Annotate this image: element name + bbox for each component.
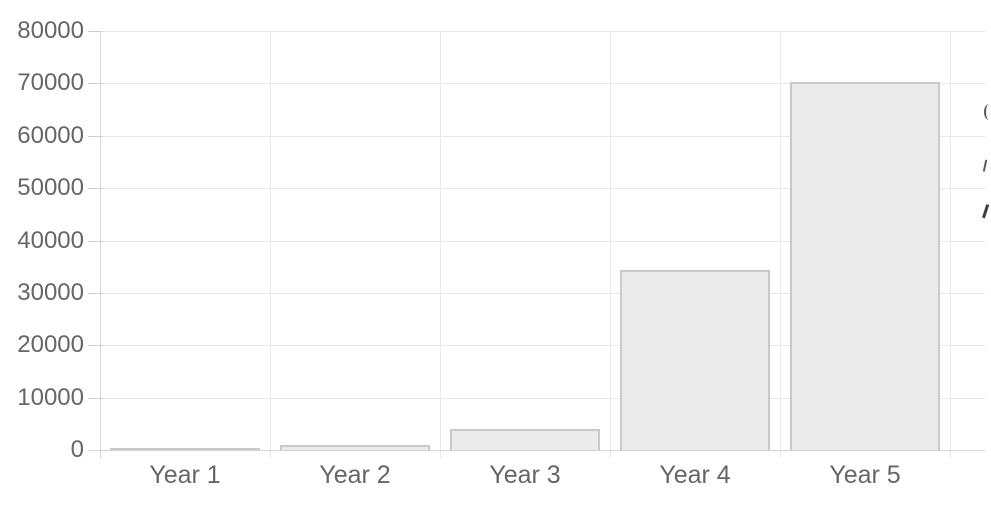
bar-year-3 (450, 428, 600, 450)
x-axis-category-label: Year 4 (659, 461, 731, 489)
horizontal-gridline (100, 83, 985, 85)
bar-year-4 (620, 270, 770, 450)
y-axis-tick-label: 10000 (17, 383, 84, 411)
x-axis-category-label: Year 1 (149, 461, 221, 489)
horizontal-gridline (100, 345, 985, 347)
y-axis-tick (88, 292, 103, 294)
horizontal-gridline (100, 240, 985, 242)
bar-year-5 (790, 82, 940, 450)
horizontal-gridline (100, 397, 985, 399)
clipped-glyph-stroke (982, 204, 991, 220)
bar-year-2 (280, 444, 430, 450)
y-axis-tick-label: 20000 (17, 331, 84, 359)
horizontal-gridline (100, 135, 985, 137)
vertical-gridline (780, 31, 781, 458)
vertical-gridline (610, 31, 611, 458)
horizontal-gridline (100, 188, 985, 190)
x-axis-category-label: Year 5 (829, 461, 901, 489)
y-axis-tick (88, 31, 103, 32)
y-axis-tick-label: 70000 (17, 69, 84, 97)
y-axis-line (100, 31, 101, 458)
vertical-gridline (950, 31, 951, 458)
y-axis-tick (88, 397, 103, 399)
y-axis-tick-label: 80000 (17, 17, 84, 44)
x-axis-line (88, 450, 985, 451)
horizontal-gridline (100, 292, 985, 294)
y-axis-tick-label: 0 (70, 436, 84, 463)
x-axis-category-label: Year 2 (319, 461, 391, 489)
y-axis-tick (88, 135, 103, 137)
horizontal-gridline (100, 31, 985, 32)
y-axis-tick (88, 240, 103, 242)
clipped-glyph-arc (984, 104, 991, 120)
y-axis-tick-label: 40000 (17, 226, 84, 254)
bar-year-1 (110, 448, 260, 450)
vertical-gridline (270, 31, 271, 458)
y-axis-tick (88, 345, 103, 347)
x-axis-category-label: Year 3 (489, 461, 561, 489)
vertical-gridline (440, 31, 441, 458)
y-axis-tick-label: 50000 (17, 174, 84, 202)
y-axis-tick (88, 188, 103, 190)
y-axis-tick-label: 30000 (17, 278, 84, 306)
y-axis-tick (88, 83, 103, 85)
y-axis-tick-label: 60000 (17, 121, 84, 149)
clipped-glyph-tick (982, 159, 991, 173)
